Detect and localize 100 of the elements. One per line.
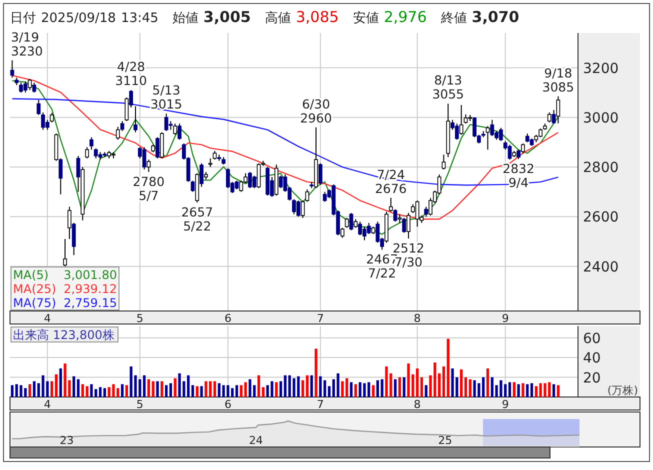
bar <box>552 384 556 397</box>
candlestick <box>508 144 512 160</box>
text: 2657 5/22 <box>181 204 214 234</box>
bar <box>468 379 472 397</box>
bar <box>420 377 424 397</box>
text: 9/18 3085 <box>542 65 574 94</box>
candlestick <box>490 119 494 137</box>
bar <box>402 377 406 397</box>
x-tick-label: 5 <box>136 398 144 411</box>
bar <box>191 385 194 397</box>
text: 2780 5/7 <box>132 174 165 203</box>
candlestick <box>366 222 371 235</box>
bar <box>442 366 446 397</box>
candlestick <box>142 146 146 170</box>
y-tick-label: 40 <box>583 350 601 367</box>
candlestick <box>442 154 446 170</box>
bar <box>398 377 401 397</box>
x-tick-label: 6 <box>224 312 232 325</box>
x-tick-label: 8 <box>414 312 421 325</box>
bar <box>54 374 58 397</box>
candlestick <box>393 208 398 222</box>
candlestick <box>349 212 354 231</box>
bar <box>86 386 88 397</box>
x-tick-label: 7 <box>316 398 324 411</box>
candlestick <box>305 188 310 202</box>
bar <box>380 379 384 397</box>
bar <box>407 363 410 397</box>
candlestick <box>464 114 468 124</box>
bar <box>354 384 357 397</box>
bar <box>204 381 208 397</box>
candlestick <box>164 113 168 132</box>
bar <box>350 382 353 397</box>
annotation: 2,759.15 <box>64 296 117 310</box>
x-tick-label: 4 <box>44 398 51 411</box>
candlestick <box>388 197 393 212</box>
bar <box>20 385 22 397</box>
bar <box>196 386 198 397</box>
bar <box>336 373 340 397</box>
candlestick <box>459 104 464 136</box>
candlestick <box>556 96 560 124</box>
x-tick-label: 9 <box>502 312 509 325</box>
bar <box>394 379 397 397</box>
bar <box>341 381 344 397</box>
bar <box>438 373 441 397</box>
bar <box>213 381 216 397</box>
bar <box>460 369 463 397</box>
bar <box>517 384 520 397</box>
candlestick <box>521 142 525 154</box>
bar <box>508 382 512 397</box>
candlestick <box>256 162 261 189</box>
y-tick-label: 2800 <box>583 160 619 176</box>
annotation: 2,939.12 <box>64 282 117 296</box>
candlestick <box>94 148 98 159</box>
bar <box>103 388 106 397</box>
candlestick <box>68 206 72 240</box>
bar <box>10 385 14 397</box>
bar <box>512 382 516 397</box>
chart-title: 日付 2025/09/18 13:45 始値 3,005 高値 3,085 安値 2,976 終値 3,070 <box>10 8 520 26</box>
bar <box>200 386 203 397</box>
y-tick-label: 20 <box>583 370 601 386</box>
bar <box>328 386 331 397</box>
bar <box>372 385 375 397</box>
legend: MA(5) 3,001.80 MA(25) 2,939.12 MA(75) 2,759.15 <box>10 266 120 310</box>
candlestick <box>63 238 67 267</box>
bar <box>42 375 44 397</box>
bar <box>59 368 62 397</box>
bar <box>385 366 388 397</box>
bar <box>248 379 252 397</box>
bar <box>147 379 150 397</box>
bar <box>125 385 128 397</box>
bar <box>164 385 168 397</box>
candlestick <box>415 200 420 228</box>
candlestick <box>90 136 94 150</box>
candlestick <box>344 217 349 228</box>
bar <box>526 384 529 397</box>
y-tick-label: 60 <box>583 330 601 347</box>
bar <box>416 368 419 397</box>
bar <box>187 375 190 397</box>
bar <box>76 379 80 397</box>
text: 4/28 3110 <box>115 59 147 88</box>
candlestick <box>124 97 129 122</box>
bar <box>324 380 326 397</box>
x-tick-label: 6 <box>224 398 232 411</box>
bar <box>156 381 159 397</box>
bar <box>160 381 164 397</box>
bar <box>522 383 524 397</box>
bar <box>235 385 238 397</box>
y-tick-label: 3200 <box>583 60 619 77</box>
x-tick-label: 8 <box>414 398 421 411</box>
y-tick-label: 2600 <box>583 210 619 226</box>
bar <box>306 375 309 397</box>
bar <box>530 383 534 397</box>
bar <box>169 383 172 397</box>
chart-title: 出来高 123,800株 <box>13 328 114 342</box>
candlestick <box>36 100 41 116</box>
candlestick <box>146 159 151 172</box>
bar <box>174 378 176 397</box>
bar <box>451 368 454 397</box>
x-tick-label: 9 <box>502 398 509 411</box>
bar <box>556 385 560 397</box>
